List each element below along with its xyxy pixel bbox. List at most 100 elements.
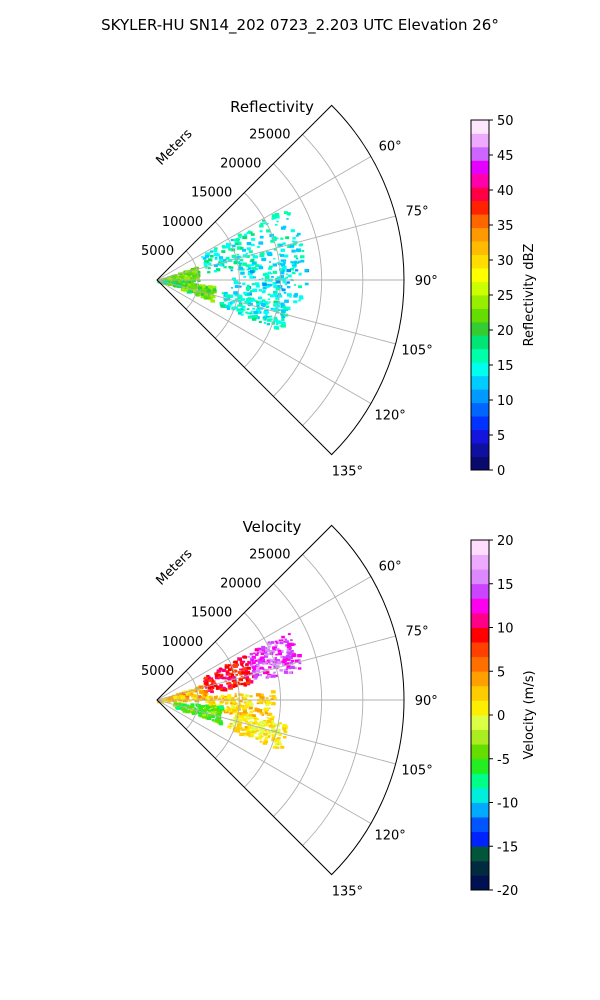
echo-cell	[232, 709, 237, 713]
echo-cell	[286, 665, 291, 669]
colorbar-segment	[471, 362, 489, 377]
echo-cell	[233, 660, 238, 664]
echo-cell	[193, 697, 198, 701]
echo-cell	[207, 258, 213, 262]
echo-cell	[265, 653, 269, 656]
echo-cell	[200, 697, 205, 700]
echo-cell	[207, 267, 211, 270]
echo-cell	[252, 726, 256, 730]
echo-cell	[294, 293, 299, 296]
echo-cell	[248, 700, 252, 703]
echo-cell	[248, 680, 254, 684]
echo-cell	[266, 716, 269, 719]
echo-cell	[258, 673, 262, 677]
echo-cell	[264, 730, 267, 732]
echo-cell	[186, 275, 191, 279]
echo-cell	[280, 254, 284, 257]
echo-cell	[267, 735, 271, 738]
azimuth-tick-label: 75°	[406, 624, 429, 639]
azimuth-tick-label: 135°	[332, 884, 363, 899]
echo-cell	[239, 732, 244, 736]
echo-cell	[298, 662, 302, 665]
echo-cell	[274, 640, 278, 643]
echo-cell	[208, 297, 212, 301]
echo-cell	[276, 660, 282, 665]
echo-cell	[260, 648, 264, 651]
echo-cell	[245, 701, 250, 704]
echo-cell	[268, 663, 271, 665]
echo-cell	[265, 223, 268, 226]
colorbar: -20 -15 -10 -5 0 5 10 15 20 Velocity (m/s)	[470, 534, 537, 899]
echo-cell	[213, 249, 218, 253]
echo-cell	[265, 671, 270, 674]
range-tick-label: 10000	[162, 215, 203, 230]
echo-cell	[249, 716, 253, 720]
echo-cell	[252, 288, 258, 292]
echo-cell	[247, 721, 252, 725]
echo-cell	[194, 274, 199, 278]
echo-cell	[218, 717, 222, 720]
echo-cell	[219, 261, 224, 265]
echo-cell	[233, 663, 239, 668]
range-tick-label: 10000	[162, 635, 203, 650]
echo-cell	[263, 651, 268, 655]
echo-cell	[285, 273, 288, 275]
echo-cell	[190, 706, 194, 709]
reflectivity-panel: Reflectivity 5000 10000 15000 20000 25000 60° 7…	[141, 98, 537, 479]
echo-cell	[212, 703, 216, 706]
echo-cell	[268, 645, 271, 648]
echo-cell	[244, 233, 248, 236]
echo-cell	[236, 308, 241, 312]
echo-cell	[238, 678, 242, 682]
echo-cell	[256, 702, 259, 705]
echo-cell	[246, 268, 249, 271]
echo-cell	[273, 248, 277, 251]
echo-cell	[251, 317, 257, 321]
polar-frame	[156, 104, 405, 456]
colorbar-segment	[471, 860, 489, 876]
echo-cell	[275, 224, 278, 226]
echo-cell	[284, 662, 290, 666]
echo-cell	[248, 250, 253, 253]
echo-cell	[284, 283, 288, 286]
colorbar-segment	[471, 187, 489, 202]
echo-cell	[237, 682, 241, 686]
echo-cell	[209, 251, 212, 254]
echo-cell	[228, 248, 232, 251]
echo-cell	[205, 705, 210, 709]
echo-cell	[241, 308, 244, 311]
echo-cell	[243, 701, 247, 704]
echo-cell	[237, 296, 243, 300]
echo-cell	[232, 701, 235, 704]
azimuth-tick-label: 90°	[415, 274, 438, 289]
echo-cell	[263, 670, 268, 675]
echo-cell	[222, 259, 227, 262]
echo-cell	[209, 695, 213, 699]
echo-cell	[273, 316, 277, 320]
echo-cell	[240, 313, 244, 316]
echo-cell	[268, 267, 272, 270]
echo-cell	[244, 707, 248, 710]
echo-cell	[272, 745, 277, 749]
echo-cell	[226, 696, 232, 700]
echo-cell	[287, 285, 291, 289]
colorbar-segment	[471, 214, 489, 229]
echo-cell	[224, 677, 227, 680]
echo-cell	[244, 301, 247, 303]
echo-cell	[271, 702, 276, 706]
echo-cell	[186, 695, 190, 698]
echo-cell	[227, 302, 233, 306]
range-tick-label: 25000	[249, 127, 290, 142]
echo-cell	[280, 237, 284, 240]
echo-cell	[259, 264, 262, 267]
echo-cell	[190, 694, 196, 698]
echo-cell	[251, 297, 255, 300]
echo-cell	[221, 686, 226, 690]
echo-cell	[223, 265, 227, 269]
echo-cell	[225, 242, 231, 247]
echo-cell	[206, 290, 210, 294]
echo-cell	[242, 718, 248, 722]
echo-cell	[256, 664, 260, 667]
echo-cell	[278, 309, 281, 311]
echo-cell	[291, 262, 295, 265]
